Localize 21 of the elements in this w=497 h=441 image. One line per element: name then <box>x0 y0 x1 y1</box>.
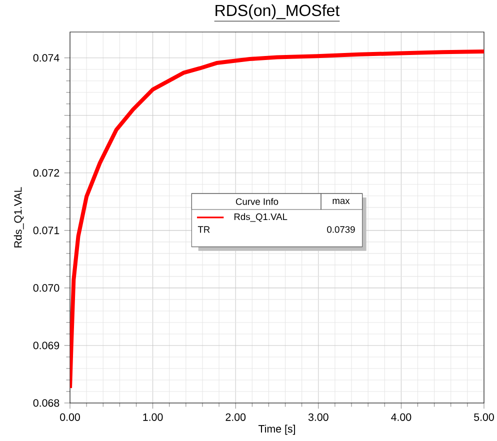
annotation: 0.0739 <box>327 226 355 233</box>
x-tick-label: 2.00 <box>226 413 246 421</box>
annotation: TR <box>198 226 210 233</box>
y-tick-label: 0.068 <box>33 399 60 407</box>
legend-label: Rds_Q1.VAL <box>234 213 288 222</box>
y-tick-label: 0.070 <box>33 284 60 292</box>
y-axis-title: Rds_Q1.VAL <box>14 187 24 248</box>
x-tick-label: 0.00 <box>60 413 80 421</box>
chart-title: RDS(on)_MOSfet <box>216 4 340 20</box>
line-series <box>70 50 484 390</box>
x-tick-label: 3.00 <box>308 413 328 421</box>
annotation: Curve Info <box>236 198 278 205</box>
annotation: max <box>332 198 350 204</box>
x-tick-label: 5.00 <box>474 413 494 421</box>
y-tick-label: 0.069 <box>33 342 60 350</box>
y-tick-label: 0.071 <box>33 226 60 234</box>
y-tick-label: 0.072 <box>33 169 60 177</box>
x-tick-label: 4.00 <box>391 413 412 421</box>
x-axis-title: Time [s] <box>258 424 295 435</box>
x-tick-label: 1.00 <box>143 413 163 421</box>
y-tick-label: 0.074 <box>33 54 60 62</box>
